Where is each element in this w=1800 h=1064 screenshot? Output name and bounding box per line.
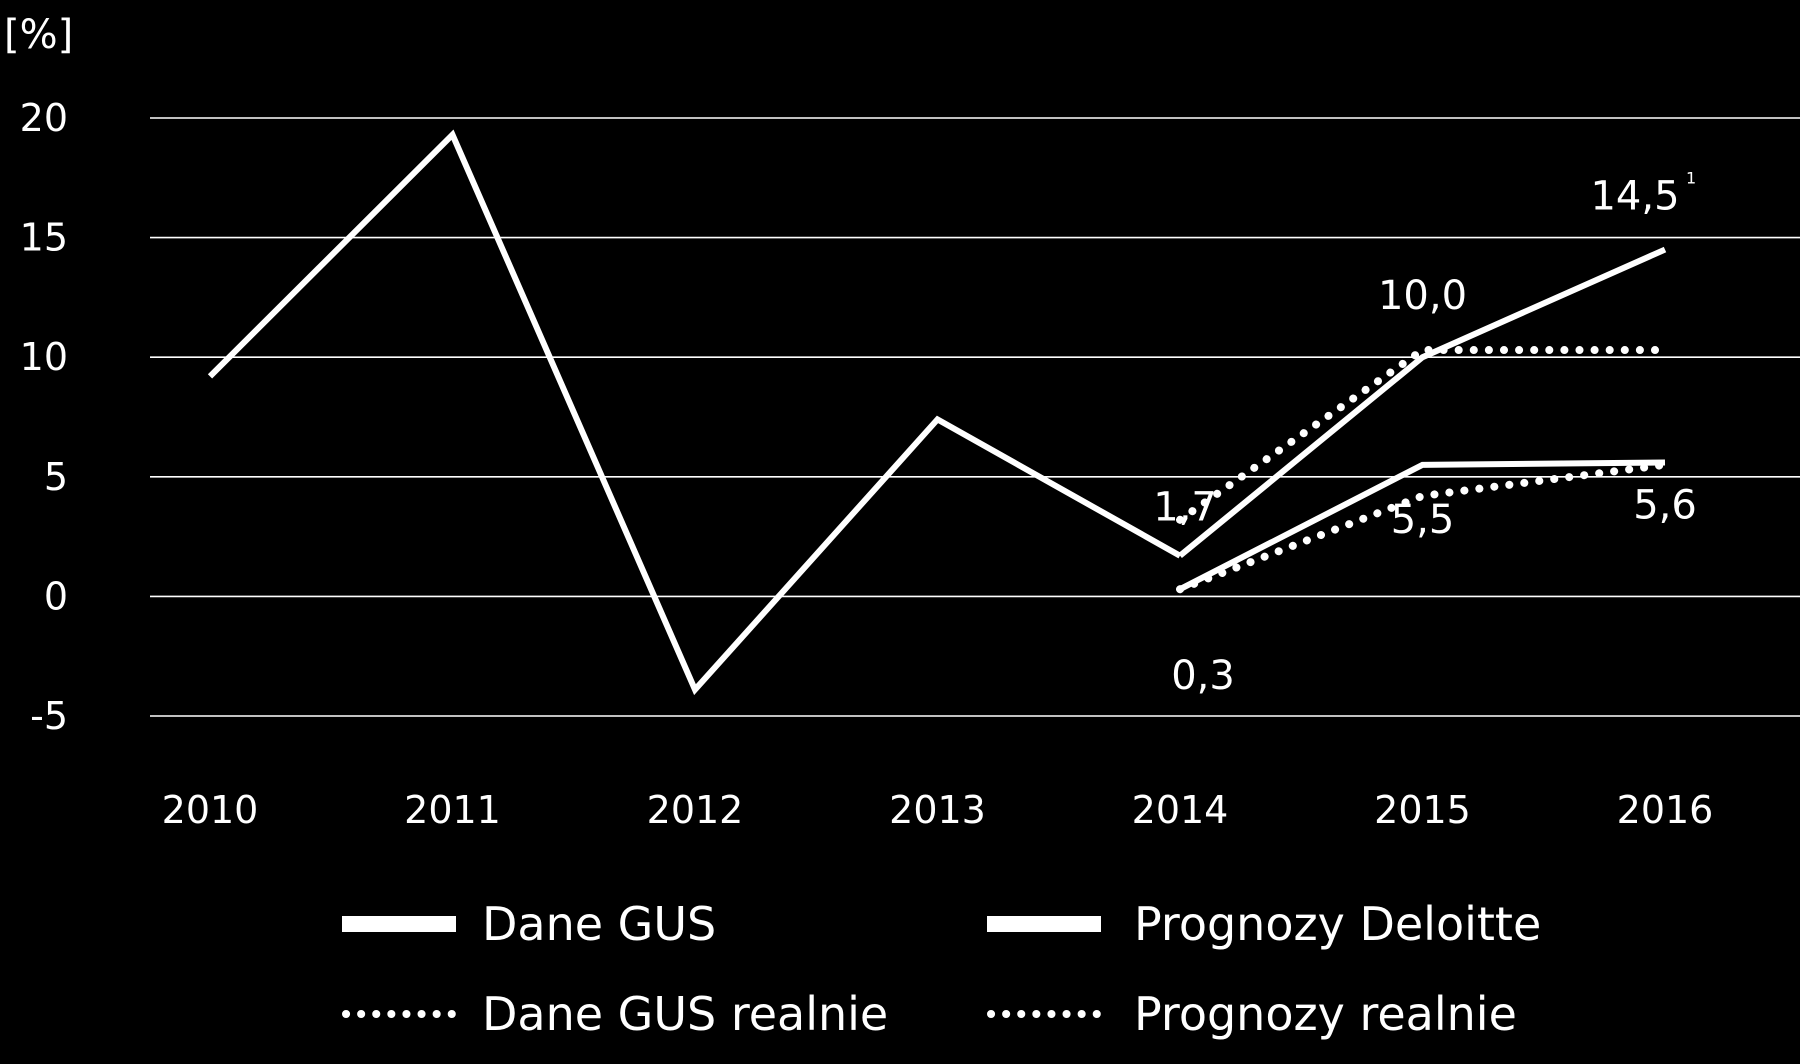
x-axis-ticks: 2010 2011 2012 2013 2014 2015 2016: [162, 788, 1714, 832]
x-tick-label: 2012: [647, 788, 744, 832]
data-label: 10,0: [1378, 273, 1467, 319]
legend-label: Dane GUS realnie: [482, 987, 888, 1041]
data-label: 5,5: [1391, 497, 1455, 543]
data-label: 0,3: [1171, 653, 1235, 699]
legend-label: Prognozy realnie: [1134, 987, 1517, 1041]
y-tick-label: -5: [30, 694, 68, 738]
series-line: [207, 129, 1182, 696]
y-tick-label: 10: [20, 335, 68, 379]
data-labels: 14,5 1 10,0 1,7 5,5 5,6 0,3: [1153, 169, 1697, 700]
y-tick-label: 15: [20, 216, 68, 260]
legend-swatch-solid: [987, 916, 1101, 932]
x-tick-label: 2014: [1132, 788, 1229, 832]
y-tick-label: 5: [44, 455, 68, 499]
series-line: [1176, 460, 1669, 594]
series-line: [1178, 459, 1666, 592]
x-tick-label: 2013: [889, 788, 986, 832]
legend-swatch-solid: [342, 916, 456, 932]
data-label: 14,5: [1590, 174, 1679, 220]
data-label: 5,6: [1633, 482, 1697, 528]
x-tick-label: 2016: [1617, 788, 1714, 832]
legend-label: Dane GUS: [482, 897, 716, 951]
x-tick-label: 2011: [404, 788, 501, 832]
series-lines: [207, 129, 1669, 696]
gridlines: [150, 117, 1800, 717]
legend-label: Prognozy Deloitte: [1134, 897, 1541, 951]
data-label: 1,7: [1153, 485, 1217, 531]
y-axis-unit: [%]: [4, 12, 73, 58]
y-tick-label: 20: [20, 96, 68, 140]
x-tick-label: 2010: [162, 788, 259, 832]
series-line: [1178, 246, 1667, 559]
x-tick-label: 2015: [1374, 788, 1471, 832]
y-axis-ticks: 20 15 10 5 0 -5: [20, 96, 68, 738]
data-label-superscript: 1: [1686, 169, 1696, 188]
y-tick-label: 0: [44, 574, 68, 618]
legend: Dane GUS Prognozy Deloitte Dane GUS realni…: [342, 897, 1541, 1041]
